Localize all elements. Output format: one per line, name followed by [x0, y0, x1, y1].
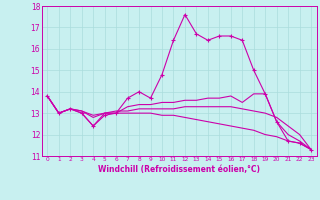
X-axis label: Windchill (Refroidissement éolien,°C): Windchill (Refroidissement éolien,°C) [98, 165, 260, 174]
